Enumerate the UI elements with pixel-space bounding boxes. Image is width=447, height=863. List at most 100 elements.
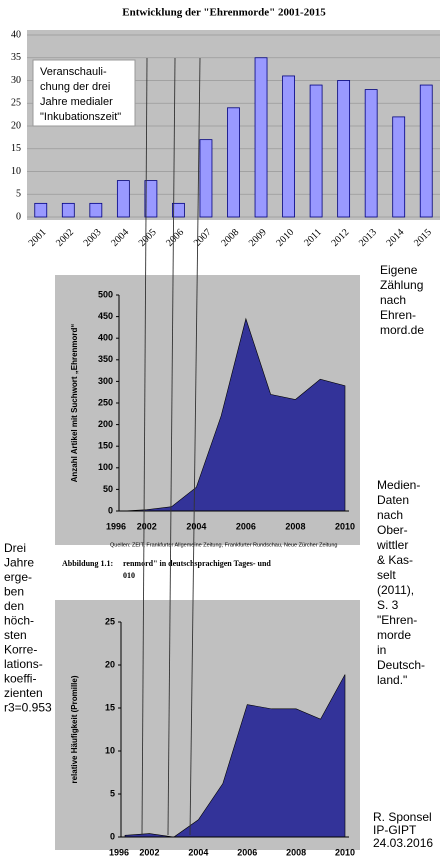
bar bbox=[144, 180, 158, 218]
x-tick-label: 2002 bbox=[54, 227, 76, 249]
bar bbox=[282, 75, 295, 218]
chart: 0 50 100 150 200 250 300 350 400 450 500 Anzahl Art… bbox=[55, 275, 360, 585]
note: Ehren- bbox=[380, 308, 416, 322]
note: 24.03.2016 bbox=[373, 836, 433, 850]
y-tick-label: 450 bbox=[98, 311, 113, 321]
note: sten bbox=[4, 628, 27, 642]
y-tick-label: 50 bbox=[103, 484, 113, 494]
x-tick-label: 2008 bbox=[285, 521, 305, 531]
caption: 010 bbox=[123, 571, 135, 580]
note: R. Sponsel bbox=[373, 810, 432, 824]
x-tick-label: 2010 bbox=[335, 847, 355, 857]
note: selt bbox=[377, 568, 396, 582]
chart: 0 5 10 15 20 25 relative Häufigkeit (Promille)… bbox=[55, 600, 360, 857]
caption: renmord" in deutschsprachigen Tages- und bbox=[123, 559, 271, 568]
annotation: Veranschauli- bbox=[40, 66, 107, 78]
annotation: "Inkubationszeit" bbox=[40, 111, 121, 123]
note: Medien- bbox=[377, 478, 420, 492]
x-tick-label: 2006 bbox=[237, 847, 257, 857]
bar bbox=[337, 80, 351, 218]
source: Quellen: ZEIT, Frankfurter Allgemeine Ze… bbox=[110, 542, 337, 548]
y-tick-label: 10 bbox=[11, 166, 21, 177]
chart-title: Entwicklung der "Ehrenmorde" 2001-2015 bbox=[122, 7, 326, 19]
bar bbox=[61, 202, 75, 218]
y-tick-label: 350 bbox=[98, 354, 113, 364]
y-tick-label: 30 bbox=[11, 75, 21, 86]
note: Ober- bbox=[377, 523, 408, 537]
bar bbox=[116, 180, 130, 218]
x-tick-label: 2004 bbox=[186, 521, 206, 531]
x-tick-label: 2013 bbox=[357, 227, 379, 249]
x-tick-label: 2015 bbox=[412, 227, 434, 249]
note: & Kas- bbox=[377, 553, 413, 567]
x-tick-label: 2010 bbox=[274, 227, 296, 249]
x-tick-label: 2012 bbox=[329, 227, 351, 249]
x-tick-label: 2004 bbox=[109, 227, 131, 249]
bar bbox=[392, 116, 406, 218]
annotation-box bbox=[32, 59, 136, 127]
note: r3=0.953 bbox=[4, 701, 52, 715]
note: (2011), bbox=[377, 583, 414, 597]
annotation: chung der drei bbox=[40, 81, 110, 93]
y-tick-label: 15 bbox=[11, 143, 21, 154]
note: Jahre bbox=[4, 556, 34, 570]
y-tick-label: 500 bbox=[98, 289, 113, 299]
note: den bbox=[4, 599, 24, 613]
y-tick-label: 20 bbox=[11, 120, 21, 131]
x-tick-label: 2008 bbox=[219, 227, 241, 249]
x-tick-label: 2005 bbox=[137, 227, 159, 249]
y-tick-label: 100 bbox=[98, 462, 113, 472]
note: Deutsch- bbox=[377, 658, 425, 672]
x-tick-label: 2011 bbox=[302, 227, 324, 249]
y-tick-label: 250 bbox=[98, 397, 113, 407]
note: lations- bbox=[4, 657, 43, 671]
caption: Abbildung 1.1: bbox=[62, 559, 113, 568]
caption-box bbox=[55, 553, 360, 585]
bar bbox=[364, 89, 378, 218]
y-axis-label: relative Häufigkeit (Promille) bbox=[70, 675, 79, 783]
y-tick-label: 300 bbox=[98, 376, 113, 386]
y-tick-label: 20 bbox=[105, 659, 115, 669]
bar bbox=[34, 202, 48, 218]
y-tick-label: 25 bbox=[11, 98, 21, 109]
note: Korre- bbox=[4, 643, 37, 657]
x-tick-label: 2006 bbox=[164, 227, 186, 249]
x-tick-label: 2007 bbox=[192, 227, 214, 249]
annotation: Jahre medialer bbox=[40, 96, 113, 108]
y-tick-label: 5 bbox=[110, 788, 115, 798]
y-tick-label: 5 bbox=[16, 189, 21, 200]
note: morde bbox=[377, 628, 411, 642]
note: S. 3 bbox=[377, 598, 399, 612]
x-tick-label: 2008 bbox=[286, 847, 306, 857]
y-tick-label: 0 bbox=[108, 505, 113, 515]
x-tick-label: 2002 bbox=[137, 521, 157, 531]
note: nach bbox=[377, 508, 403, 522]
y-tick-label: 15 bbox=[105, 702, 115, 712]
x-tick-label: 2014 bbox=[385, 227, 407, 249]
bar bbox=[309, 84, 323, 218]
note: Drei bbox=[4, 541, 26, 555]
bar bbox=[227, 107, 240, 218]
y-axis-label: Anzahl Artikel mit Suchwort „Ehrenmord“ bbox=[70, 324, 79, 483]
y-tick-label: 200 bbox=[98, 419, 113, 429]
connector-line bbox=[167, 57, 176, 836]
note: höch- bbox=[4, 614, 34, 628]
note: mord.de bbox=[380, 323, 424, 337]
x-tick-label: 2002 bbox=[139, 847, 159, 857]
note: land." bbox=[377, 673, 407, 687]
note: wittler bbox=[376, 538, 408, 552]
area bbox=[121, 317, 346, 512]
y-tick-label: 400 bbox=[98, 333, 113, 343]
x-tick-label: 2001 bbox=[27, 227, 49, 249]
note: koeffi- bbox=[4, 672, 36, 686]
y-tick-label: 35 bbox=[11, 52, 21, 63]
y-tick-label: 0 bbox=[110, 831, 115, 841]
x-tick-label: 2006 bbox=[236, 521, 256, 531]
note: ben bbox=[4, 585, 24, 599]
note: Eigene bbox=[380, 263, 418, 277]
connector-line bbox=[189, 57, 201, 836]
note: "Ehren- bbox=[377, 613, 417, 627]
chart: 0 5 10 15 20 25 30 35 40 Entwicklung der "Ehrenmo… bbox=[11, 7, 440, 249]
y-tick-label: 25 bbox=[105, 616, 115, 626]
